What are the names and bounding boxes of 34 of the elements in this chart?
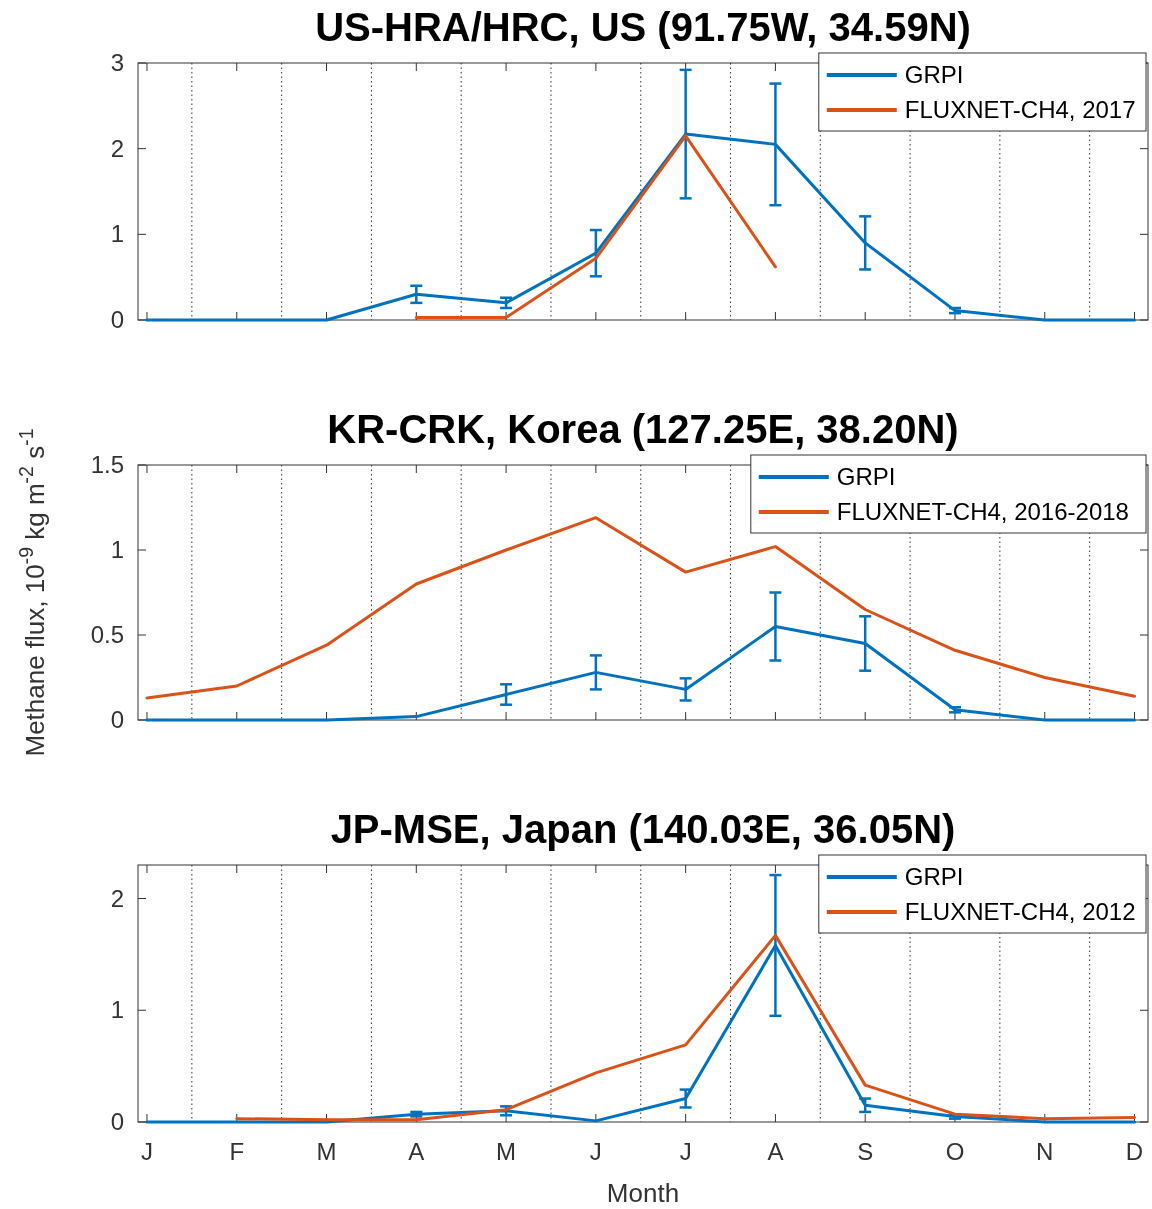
y-tick-label: 1 (110, 536, 124, 563)
x-tick-label: F (229, 1138, 245, 1165)
x-tick-label: M (496, 1138, 517, 1165)
legend-label: GRPI (904, 61, 964, 88)
legend-label: GRPI (904, 863, 964, 890)
y-tick-label: 0.5 (90, 621, 124, 648)
y-tick-label: 0 (110, 1108, 124, 1135)
y-tick-label: 2 (110, 884, 124, 912)
y-tick-label: 3 (110, 49, 124, 76)
legend-label: FLUXNET-CH4, 2012 (904, 898, 1136, 925)
x-tick-label: J (589, 1138, 602, 1165)
y-tick-label: 2 (110, 134, 124, 162)
y-tick-label: 1 (110, 220, 124, 248)
x-tick-label: D (1125, 1138, 1144, 1165)
chart-title: US-HRA/HRC, US (91.75W, 34.59N) (315, 5, 971, 49)
x-tick-label: N (1036, 1138, 1054, 1165)
x-tick-label: J (140, 1138, 153, 1165)
x-tick-label: J (679, 1138, 692, 1165)
y-tick-label: 0 (110, 706, 124, 733)
x-tick-label: A (767, 1138, 784, 1165)
legend-label: FLUXNET-CH4, 2016-2018 (836, 498, 1129, 525)
legend-label: GRPI (836, 463, 896, 490)
x-tick-label: M (316, 1138, 337, 1165)
chart-title: KR-CRK, Korea (127.25E, 38.20N) (327, 407, 959, 451)
x-tick-label: A (408, 1138, 425, 1165)
line-series (414, 134, 777, 319)
y-tick-label: 0 (110, 306, 124, 333)
y-tick-label: 1.5 (90, 451, 124, 478)
x-tick-label: O (945, 1138, 965, 1165)
x-tick-label: S (857, 1138, 874, 1165)
y-tick-label: 1 (110, 996, 124, 1024)
x-axis-title: Month (606, 1178, 680, 1208)
legend-label: FLUXNET-CH4, 2017 (904, 96, 1136, 123)
chart-title: JP-MSE, Japan (140.03E, 36.05N) (330, 807, 956, 851)
